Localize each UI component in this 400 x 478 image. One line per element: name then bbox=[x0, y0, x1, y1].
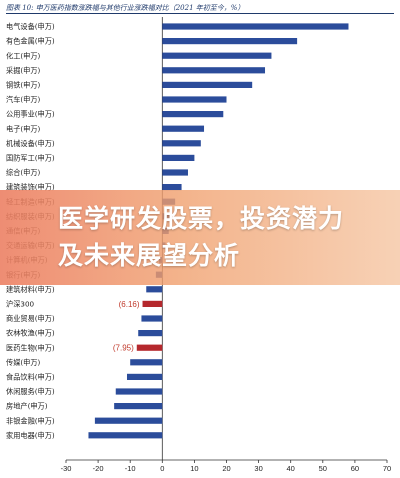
x-tick-label: 20 bbox=[222, 464, 230, 473]
category-label: 公用事业(申万) bbox=[6, 110, 55, 119]
bar bbox=[162, 125, 205, 132]
category-label: 家用电器(申万) bbox=[6, 431, 55, 440]
bar bbox=[130, 359, 163, 366]
bar bbox=[114, 403, 163, 410]
category-label: 国防军工(申万) bbox=[6, 154, 55, 163]
category-label: 采掘(申万) bbox=[6, 66, 41, 75]
bar bbox=[94, 417, 163, 424]
bar bbox=[162, 81, 253, 88]
x-tick-label: 50 bbox=[319, 464, 327, 473]
promo-banner bbox=[0, 190, 400, 285]
x-tick-label: 40 bbox=[287, 464, 295, 473]
promo-headline: 医学研发股票，投资潜力及未来展望分析 bbox=[58, 204, 345, 270]
x-tick-label: 60 bbox=[351, 464, 359, 473]
x-tick-label: 70 bbox=[383, 464, 391, 473]
bar bbox=[88, 432, 163, 439]
category-label: 汽车(申万) bbox=[6, 95, 41, 104]
bar bbox=[126, 373, 163, 380]
bar bbox=[162, 140, 201, 147]
x-tick-label: -20 bbox=[93, 464, 104, 473]
bar bbox=[162, 38, 298, 45]
bar bbox=[142, 300, 163, 307]
category-label: 医药生物(申万) bbox=[6, 343, 55, 352]
x-tick-label: 10 bbox=[190, 464, 198, 473]
bar bbox=[162, 96, 227, 103]
bar bbox=[162, 154, 195, 161]
x-tick-label: 30 bbox=[254, 464, 262, 473]
category-label: 电子(申万) bbox=[6, 124, 41, 133]
category-label: 综合(申万) bbox=[6, 168, 41, 177]
category-label: 农林牧渔(申万) bbox=[6, 329, 55, 338]
bar bbox=[162, 184, 182, 191]
figure-title: 图表 10: 申万医药指数涨跌幅与其他行业涨跌幅对比（2021 年初至今，%） bbox=[6, 4, 245, 12]
bar bbox=[146, 286, 163, 293]
category-label: 电气设备(申万) bbox=[6, 22, 55, 31]
bar bbox=[162, 67, 266, 74]
title-divider bbox=[6, 13, 394, 14]
bar bbox=[162, 23, 349, 30]
x-tick-label: -30 bbox=[61, 464, 72, 473]
category-label: 食品饮料(申万) bbox=[6, 373, 55, 382]
x-tick-label: 0 bbox=[160, 464, 164, 473]
category-label: 商业贸易(申万) bbox=[6, 314, 55, 323]
category-label: 有色金属(申万) bbox=[6, 37, 55, 46]
bar bbox=[136, 344, 163, 351]
category-label: 休闲服务(申万) bbox=[6, 387, 55, 396]
category-label: 房地产(申万) bbox=[6, 402, 48, 411]
category-label: 建筑材料(申万) bbox=[6, 285, 55, 294]
category-label: 传媒(申万) bbox=[6, 358, 41, 367]
category-label: 化工(申万) bbox=[6, 51, 41, 60]
bar bbox=[162, 169, 188, 176]
bar bbox=[115, 388, 163, 395]
data-label: (7.95) bbox=[113, 344, 134, 353]
category-label: 沪深300 bbox=[6, 300, 35, 309]
category-label: 建筑装饰(申万) bbox=[6, 183, 55, 192]
category-label: 钢铁(申万) bbox=[6, 81, 41, 90]
x-tick-label: -10 bbox=[125, 464, 136, 473]
category-label: 机械设备(申万) bbox=[6, 139, 55, 148]
category-label: 非银金融(申万) bbox=[6, 416, 55, 425]
data-label: (6.16) bbox=[119, 300, 140, 309]
bar bbox=[162, 52, 272, 59]
bar bbox=[162, 111, 224, 118]
bar bbox=[138, 330, 163, 337]
bar bbox=[141, 315, 163, 322]
